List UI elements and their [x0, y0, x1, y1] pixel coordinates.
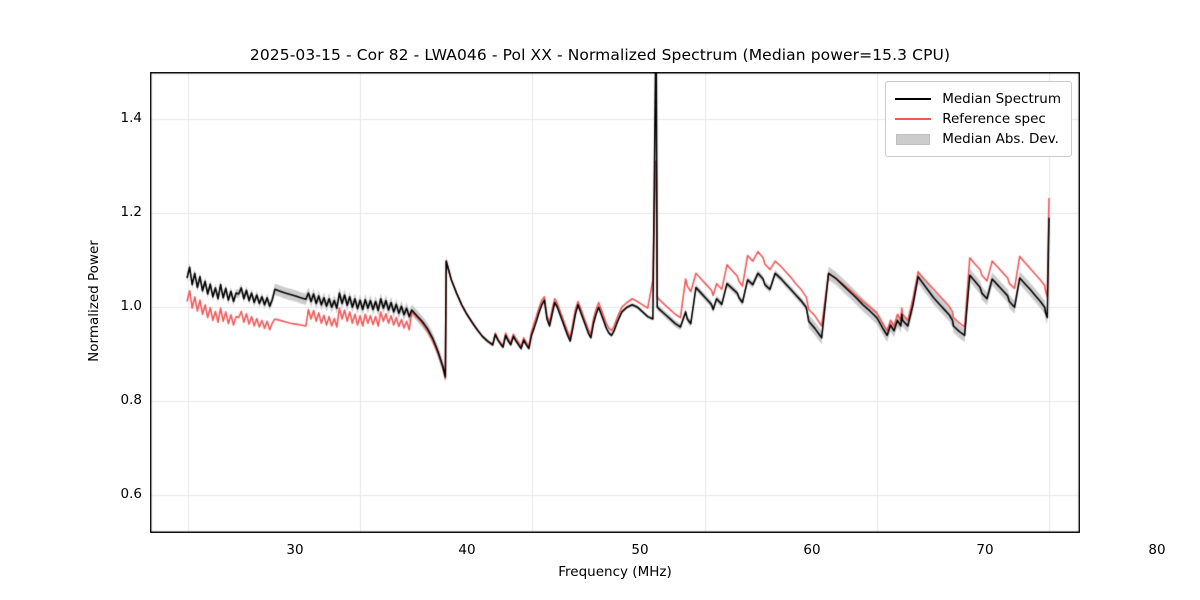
legend: Median Spectrum Reference spec Median Ab… — [885, 81, 1072, 157]
x-tick-label: 30 — [286, 542, 304, 558]
y-tick-label: 1.2 — [120, 204, 142, 220]
legend-item-median-abs-dev: Median Abs. Dev. — [895, 129, 1061, 149]
x-tick-label: 60 — [803, 542, 821, 558]
legend-patch-icon — [895, 132, 931, 146]
y-tick-label: 1.0 — [120, 298, 142, 314]
x-tick-label: 80 — [1148, 542, 1166, 558]
legend-label: Median Spectrum — [942, 91, 1061, 107]
legend-line-icon — [895, 112, 932, 126]
legend-label: Median Abs. Dev. — [942, 131, 1059, 147]
legend-item-median-spectrum: Median Spectrum — [895, 89, 1061, 109]
x-tick-label: 40 — [458, 542, 476, 558]
page-title: 2025-03-15 - Cor 82 - LWA046 - Pol XX - … — [249, 46, 951, 64]
y-tick-label: 1.4 — [120, 110, 142, 126]
y-tick-label: 0.8 — [120, 392, 142, 408]
x-axis-label: Frequency (MHz) — [558, 564, 672, 580]
x-tick-label: 70 — [976, 542, 994, 558]
legend-line-icon — [895, 92, 932, 106]
legend-label: Reference spec — [942, 111, 1046, 127]
y-tick-label: 0.6 — [120, 486, 142, 502]
plot-axes: Normalized Power Frequency (MHz) 30 40 5… — [86, 72, 1166, 580]
x-tick-label: 50 — [631, 542, 649, 558]
legend-item-reference-spec: Reference spec — [895, 109, 1061, 129]
